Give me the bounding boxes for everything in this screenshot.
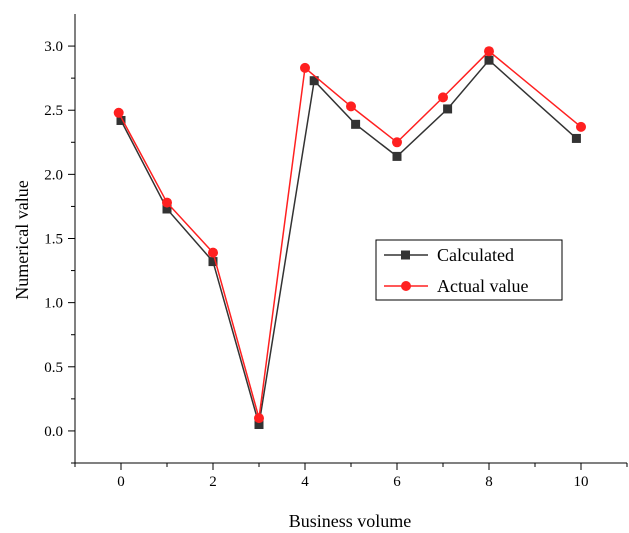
x-axis-ticks: 0 2 4 6 8 10 [74,463,628,490]
data-point [162,204,172,214]
y-tick-label: 1.5 [44,232,63,248]
data-point [392,137,402,148]
data-point [443,104,453,114]
y-tick-label: 3.0 [44,39,63,55]
data-point [300,62,310,73]
x-tick-label: 4 [301,474,309,490]
x-tick-label: 10 [574,474,589,490]
legend-marker-calculated [401,250,410,260]
series-calculated [116,55,581,430]
legend: Calculated Actual value [375,239,563,301]
y-tick-label: 2.5 [44,103,63,119]
x-tick-label: 2 [209,474,217,490]
data-point [571,133,581,143]
data-point [208,257,218,267]
legend-label-actual: Actual value [437,276,528,296]
legend-box [375,239,563,301]
y-tick-label: 0.0 [44,424,63,440]
legend-label-calculated: Calculated [437,245,514,265]
data-point [254,420,264,430]
data-point [351,119,361,129]
data-point [116,115,126,125]
axes [74,14,627,464]
y-tick-label: 0.5 [44,360,63,376]
x-axis-label: Business volume [289,511,412,531]
series-layer [113,46,586,430]
data-point [309,76,319,86]
y-tick-label: 2.0 [44,167,63,183]
series-actual-value [113,46,586,424]
y-tick-label: 1.0 [44,296,63,312]
data-point [484,55,494,65]
x-tick-label: 6 [393,474,401,490]
data-point [392,151,402,161]
x-tick-label: 8 [485,474,493,490]
series-line [120,59,577,425]
series-line [118,50,582,419]
x-tick-label: 0 [117,474,125,490]
data-point [208,247,218,258]
data-point [484,46,494,57]
data-point [162,197,172,208]
data-point [346,101,356,112]
data-point [113,107,124,118]
data-point [438,92,448,103]
legend-marker-actual [401,281,411,291]
data-point [576,121,586,132]
data-point [254,413,264,424]
y-axis-label: Numerical value [12,180,32,299]
y-axis-ticks: 0.0 0.5 1.0 1.5 2.0 2.5 3.0 [44,39,75,464]
